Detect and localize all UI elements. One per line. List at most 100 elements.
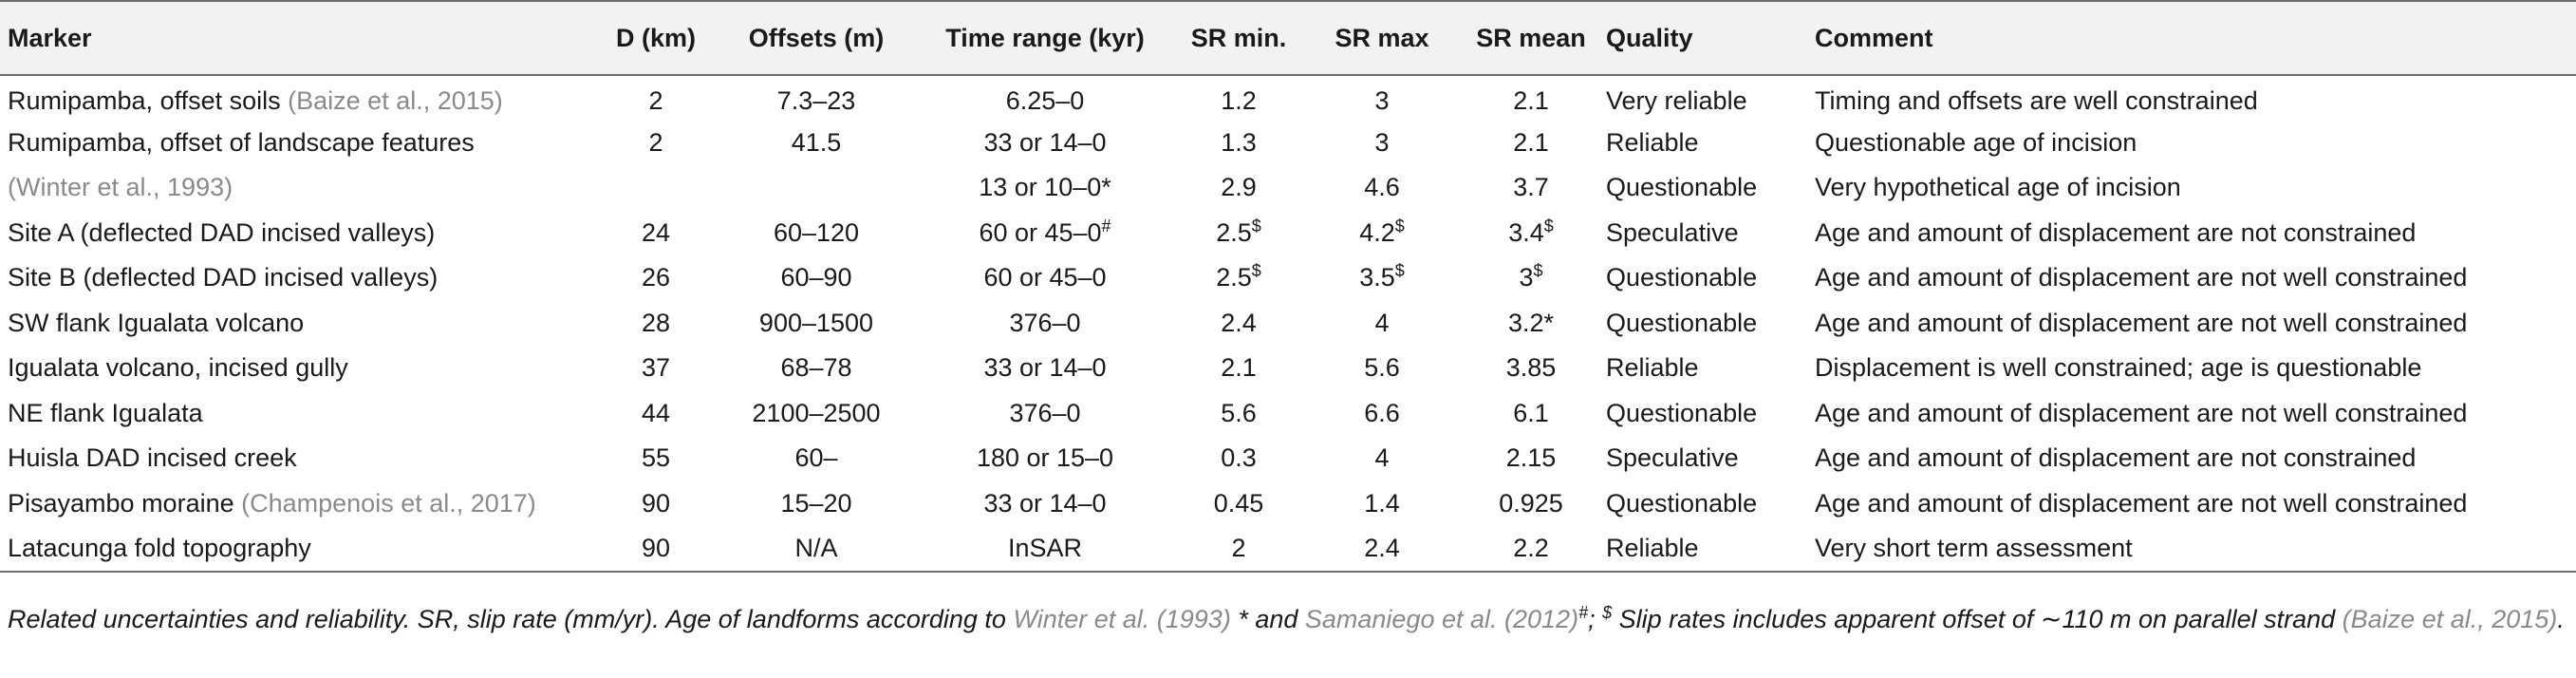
marker-text: Igualata volcano, incised gully: [8, 353, 348, 383]
table-row: Igualata volcano, incised gully 37 68–78 33…: [0, 346, 2576, 391]
cell-srmean: 0.925: [1456, 481, 1606, 527]
cell-offsets-value: 60–: [794, 443, 838, 473]
cell-comment-value: Age and amount of displacement are not w…: [1815, 398, 2468, 427]
cell-marker: (Winter et al., 1993): [0, 165, 600, 211]
cell-comment: Age and amount of displacement are not w…: [1815, 301, 2576, 347]
caption-citation-baize[interactable]: (Baize et al., 2015): [2342, 605, 2558, 633]
cell-srmean: 3.2*: [1456, 301, 1606, 347]
cell-srmax-value: 3.5: [1359, 263, 1395, 292]
cell-d: 2: [600, 121, 712, 166]
cell-srmax-value: 4.2: [1359, 217, 1395, 247]
marker-citation[interactable]: (Winter et al., 1993): [8, 173, 233, 202]
cell-quality-value: Questionable: [1606, 488, 1758, 518]
cell-srmin-value: 5.6: [1221, 398, 1257, 427]
cell-quality: Questionable: [1606, 165, 1815, 211]
cell-marker: Site B (deflected DAD incised valleys): [0, 255, 600, 301]
header-srmin: SR min.: [1169, 0, 1308, 76]
cell-quality: Reliable: [1606, 526, 1815, 573]
cell-marker: Igualata volcano, incised gully: [0, 346, 600, 391]
cell-time-value: 376–0: [1009, 308, 1081, 337]
caption-citation-winter[interactable]: Winter et al. (1993): [1013, 605, 1231, 633]
cell-comment: Age and amount of displacement are not c…: [1815, 211, 2576, 256]
cell-time: 180 or 15–0: [921, 436, 1169, 481]
cell-d: 44: [600, 391, 712, 437]
header-d: D (km): [600, 0, 712, 76]
marker-text: Rumipamba, offset of landscape features: [8, 127, 475, 157]
cell-marker: Rumipamba, offset soils (Baize et al., 2…: [0, 75, 600, 121]
cell-offsets: 68–78: [712, 346, 921, 391]
table-row: Rumipamba, offset of landscape features 2…: [0, 121, 2576, 166]
cell-offsets-value: 15–20: [780, 488, 852, 518]
header-comment: Comment: [1815, 0, 2576, 76]
marker-text: Huisla DAD incised creek: [8, 443, 297, 473]
cell-comment-value: Age and amount of displacement are not w…: [1815, 263, 2468, 292]
cell-quality: Very reliable: [1606, 75, 1815, 121]
cell-comment: Age and amount of displacement are not c…: [1815, 436, 2576, 481]
table-row: Rumipamba, offset soils (Baize et al., 2…: [0, 75, 2576, 121]
cell-quality: Questionable: [1606, 481, 1815, 527]
cell-time-value: 180 or 15–0: [976, 443, 1114, 473]
marker-citation[interactable]: (Champenois et al., 2017): [241, 488, 536, 518]
slip-rate-table: Marker D (km) Offsets (m) Time range (ky…: [0, 0, 2576, 573]
cell-marker: NE flank Igualata: [0, 391, 600, 437]
cell-srmax: 4: [1308, 436, 1456, 481]
cell-srmean-value: 3.4: [1508, 217, 1544, 247]
cell-d-value: 2: [648, 85, 663, 115]
cell-srmax: 3.5$: [1308, 255, 1456, 301]
marker-text: SW flank Igualata volcano: [8, 308, 305, 337]
cell-time: 13 or 10–0*: [921, 165, 1169, 211]
cell-srmin-value: 2.9: [1221, 173, 1257, 202]
table-row: SW flank Igualata volcano 28 900–1500 376–0…: [0, 301, 2576, 347]
cell-quality: Reliable: [1606, 121, 1815, 166]
header-marker: Marker: [0, 0, 600, 76]
caption-citation-samaniego[interactable]: Samaniego et al. (2012): [1304, 605, 1579, 633]
cell-marker: Huisla DAD incised creek: [0, 436, 600, 481]
cell-srmax-value: 4: [1374, 443, 1390, 473]
cell-d-value: 28: [641, 308, 671, 337]
marker-text: Latacunga fold topography: [8, 533, 311, 562]
cell-srmin-value: 0.3: [1221, 443, 1257, 473]
cell-time-value: 33 or 14–0: [983, 127, 1107, 157]
cell-srmax-sup: $: [1394, 261, 1405, 281]
cell-srmin: 2.1: [1169, 346, 1308, 391]
table-body: Rumipamba, offset soils (Baize et al., 2…: [0, 75, 2576, 573]
cell-offsets-value: 900–1500: [758, 308, 874, 337]
cell-quality-value: Questionable: [1606, 308, 1758, 337]
cell-d: 2: [600, 75, 712, 121]
cell-quality-value: Reliable: [1606, 353, 1699, 383]
cell-srmean: 2.2: [1456, 526, 1606, 573]
cell-srmin: 5.6: [1169, 391, 1308, 437]
cell-offsets-value: 60–90: [780, 263, 852, 292]
cell-time: 6.25–0: [921, 75, 1169, 121]
cell-comment: Displacement is well constrained; age is…: [1815, 346, 2576, 391]
cell-quality-value: Questionable: [1606, 173, 1758, 202]
cell-srmin-value: 2.5: [1216, 217, 1252, 247]
cell-comment-value: Age and amount of displacement are not c…: [1815, 217, 2417, 247]
marker-citation[interactable]: (Baize et al., 2015): [288, 85, 503, 115]
caption-text: Related uncertainties and reliability. S…: [8, 605, 1014, 633]
cell-srmax-sup: $: [1394, 216, 1405, 235]
cell-time: 376–0: [921, 391, 1169, 437]
header-time: Time range (kyr): [921, 0, 1169, 76]
cell-srmin: 1.2: [1169, 75, 1308, 121]
cell-srmean: 2.15: [1456, 436, 1606, 481]
cell-srmean-value: 2.1: [1513, 127, 1549, 157]
cell-quality: Reliable: [1606, 346, 1815, 391]
cell-comment-value: Very short term assessment: [1815, 533, 2133, 562]
cell-srmax: 6.6: [1308, 391, 1456, 437]
caption-text: .: [2557, 605, 2565, 633]
cell-srmean-value: 2.1: [1513, 85, 1549, 115]
cell-srmean-value: 3.7: [1513, 173, 1549, 202]
cell-marker: Site A (deflected DAD incised valleys): [0, 211, 600, 256]
cell-srmin: 2.5$: [1169, 211, 1308, 256]
cell-offsets-value: N/A: [794, 533, 838, 562]
cell-d-value: 37: [641, 353, 671, 383]
table-row: (Winter et al., 1993) 13 or 10–0* 2.9 4.6 3.…: [0, 165, 2576, 211]
cell-quality-value: Very reliable: [1606, 85, 1747, 115]
cell-d: 55: [600, 436, 712, 481]
cell-srmean: 3.4$: [1456, 211, 1606, 256]
cell-srmin: 1.3: [1169, 121, 1308, 166]
cell-marker: Rumipamba, offset of landscape features: [0, 121, 600, 166]
marker-text: Site A (deflected DAD incised valleys): [8, 217, 436, 247]
